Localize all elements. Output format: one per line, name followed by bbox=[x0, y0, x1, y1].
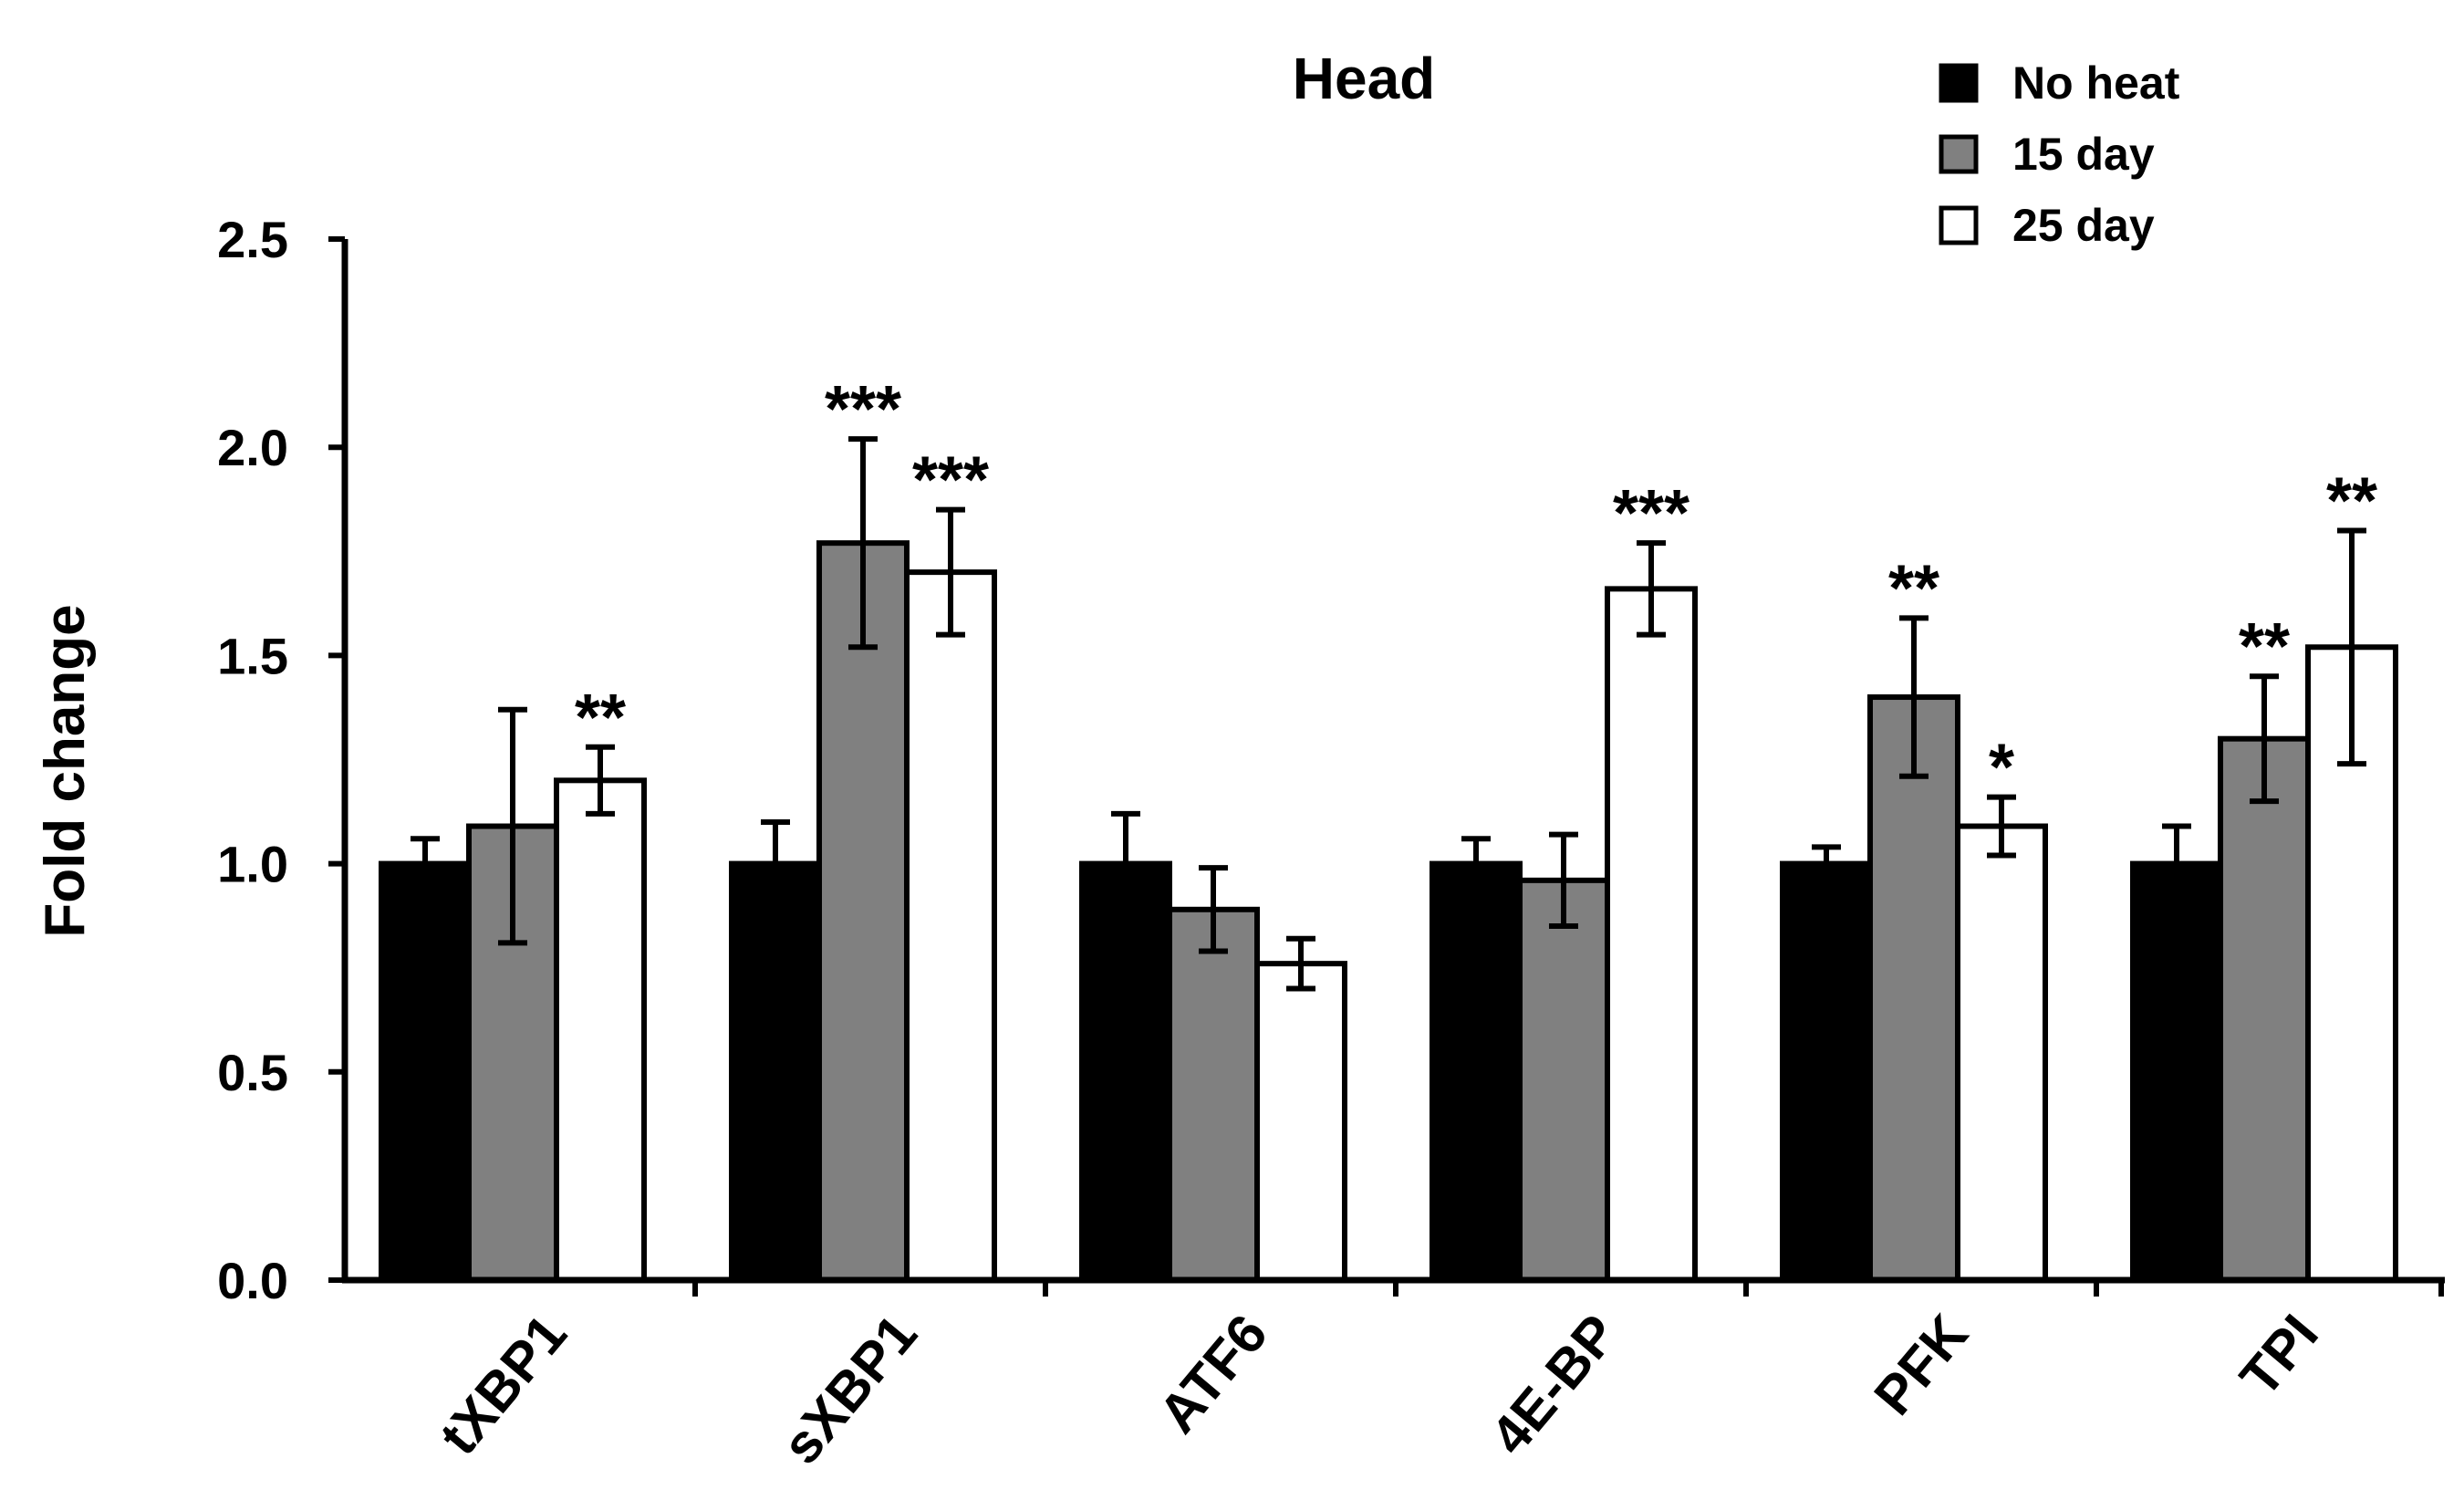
bar-25-day bbox=[1254, 961, 1347, 1283]
annotations-layer: ************ ****** bbox=[575, 373, 2377, 805]
significance-marker: *** bbox=[1613, 477, 1689, 550]
bar-25-day bbox=[1605, 586, 1698, 1283]
bar-25-day bbox=[1955, 823, 2048, 1283]
significance-marker: *** bbox=[912, 444, 989, 517]
bar-no-heat bbox=[1780, 860, 1873, 1283]
y-tick-label: 2.5 bbox=[217, 211, 288, 268]
legend: No heat 15 day 25 day bbox=[1939, 57, 2180, 251]
legend-swatch bbox=[1939, 134, 1979, 174]
bar-15-day bbox=[816, 540, 910, 1283]
legend-label: 25 day bbox=[2012, 200, 2155, 251]
bar-no-heat bbox=[379, 860, 472, 1283]
legend-swatch bbox=[1939, 63, 1979, 103]
significance-marker: *** bbox=[825, 373, 901, 446]
axes-layer bbox=[341, 239, 2445, 1284]
y-tick-label: 0.5 bbox=[217, 1044, 288, 1101]
significance-marker: ** bbox=[2239, 610, 2290, 683]
error-bars-layer bbox=[411, 436, 2366, 992]
x-category-label: tXBP1 bbox=[428, 1303, 578, 1465]
y-tick-label: 1.0 bbox=[217, 836, 288, 893]
x-category-label: TPI bbox=[2229, 1303, 2330, 1408]
x-category-label: PFK bbox=[1862, 1303, 1979, 1426]
x-category-label: 4E-BP bbox=[1479, 1303, 1629, 1465]
legend-label: No heat bbox=[2012, 57, 2180, 109]
significance-marker: ** bbox=[1888, 552, 1939, 625]
bar-15-day bbox=[1867, 694, 1960, 1283]
bar-15-day bbox=[1517, 877, 1610, 1284]
bar-no-heat bbox=[729, 860, 822, 1283]
legend-swatch bbox=[1939, 205, 1979, 245]
bar-15-day bbox=[1167, 906, 1260, 1284]
significance-marker: * bbox=[1989, 732, 2014, 805]
y-tick-label: 2.0 bbox=[217, 419, 288, 476]
bars-layer bbox=[379, 540, 2398, 1284]
bar-15-day bbox=[2218, 735, 2311, 1283]
y-tick-label: 1.5 bbox=[217, 627, 288, 684]
significance-marker: ** bbox=[575, 682, 626, 755]
y-tick-label: 0.0 bbox=[217, 1252, 288, 1309]
significance-marker: ** bbox=[2326, 464, 2377, 537]
x-category-label: ATF6 bbox=[1147, 1303, 1279, 1444]
legend-label: 15 day bbox=[2012, 129, 2155, 180]
bar-25-day bbox=[554, 777, 647, 1283]
x-category-label: sXBP1 bbox=[770, 1303, 929, 1475]
bar-no-heat bbox=[1079, 860, 1172, 1283]
bar-no-heat bbox=[2130, 860, 2223, 1283]
bar-no-heat bbox=[1430, 860, 1523, 1283]
bar-25-day bbox=[904, 569, 997, 1283]
y-axis-label: Fold change bbox=[34, 604, 97, 937]
chart-title: Head bbox=[1293, 46, 1436, 111]
